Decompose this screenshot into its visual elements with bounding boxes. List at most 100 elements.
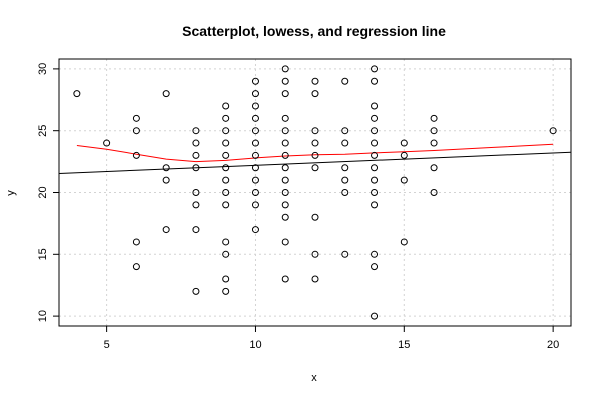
data-point bbox=[251, 102, 259, 110]
data-point bbox=[311, 151, 319, 159]
data-point bbox=[192, 139, 200, 147]
data-point bbox=[222, 287, 230, 295]
data-point bbox=[400, 139, 408, 147]
data-point bbox=[281, 114, 289, 122]
x-axis: 5 10 15 20 bbox=[104, 326, 559, 351]
data-point bbox=[311, 139, 319, 147]
data-point bbox=[371, 127, 379, 135]
data-point bbox=[251, 139, 259, 147]
data-point bbox=[103, 139, 111, 147]
data-point bbox=[281, 176, 289, 184]
data-point bbox=[192, 151, 200, 159]
data-point bbox=[371, 65, 379, 73]
data-point bbox=[371, 263, 379, 271]
lowess-line-path bbox=[76, 143, 554, 163]
data-point bbox=[371, 164, 379, 172]
data-point bbox=[371, 102, 379, 110]
data-point bbox=[222, 164, 230, 172]
data-point bbox=[341, 176, 349, 184]
data-point bbox=[281, 139, 289, 147]
scatter-points bbox=[73, 65, 557, 320]
data-point bbox=[371, 77, 379, 85]
data-point bbox=[132, 238, 140, 246]
data-point bbox=[162, 90, 170, 98]
x-axis-label: x bbox=[311, 372, 317, 384]
y-tick-label: 10 bbox=[37, 310, 49, 322]
data-point bbox=[430, 164, 438, 172]
data-point bbox=[371, 312, 379, 320]
data-point bbox=[162, 164, 170, 172]
data-point bbox=[222, 250, 230, 258]
data-point bbox=[400, 238, 408, 246]
lowess-line bbox=[76, 143, 554, 163]
data-point bbox=[341, 127, 349, 135]
data-point bbox=[341, 250, 349, 258]
data-point bbox=[311, 250, 319, 258]
data-point bbox=[371, 189, 379, 196]
x-tick-label: 20 bbox=[547, 339, 559, 351]
data-point bbox=[281, 90, 289, 98]
grid bbox=[59, 59, 571, 326]
data-point bbox=[549, 127, 557, 135]
x-tick-label: 5 bbox=[104, 339, 110, 351]
data-point bbox=[192, 164, 200, 172]
data-point bbox=[192, 287, 200, 295]
data-point bbox=[222, 275, 230, 283]
x-tick-label: 10 bbox=[249, 339, 261, 351]
y-axis-label: y bbox=[5, 190, 17, 196]
data-point bbox=[251, 151, 259, 159]
y-tick-label: 30 bbox=[37, 63, 49, 75]
data-point bbox=[281, 77, 289, 85]
data-point bbox=[192, 201, 200, 209]
data-point bbox=[371, 250, 379, 258]
data-point bbox=[222, 201, 230, 209]
data-point bbox=[311, 127, 319, 135]
data-point bbox=[311, 275, 319, 283]
data-point bbox=[400, 151, 408, 159]
data-point bbox=[251, 114, 259, 122]
data-point bbox=[251, 164, 259, 172]
x-tick-label: 15 bbox=[398, 339, 410, 351]
data-point bbox=[222, 139, 230, 147]
data-point bbox=[430, 114, 438, 122]
data-point bbox=[281, 189, 289, 196]
data-point bbox=[371, 176, 379, 184]
data-point bbox=[430, 127, 438, 135]
data-point bbox=[222, 114, 230, 122]
data-point bbox=[132, 151, 140, 159]
y-tick-label: 20 bbox=[37, 186, 49, 198]
data-point bbox=[251, 77, 259, 85]
data-point bbox=[132, 127, 140, 135]
data-point bbox=[281, 201, 289, 209]
data-point bbox=[192, 226, 200, 234]
data-point bbox=[371, 201, 379, 209]
data-point bbox=[430, 139, 438, 147]
data-point bbox=[341, 164, 349, 172]
data-point bbox=[251, 127, 259, 135]
data-point bbox=[222, 151, 230, 159]
data-point bbox=[132, 114, 140, 122]
chart-title: Scatterplot, lowess, and regression line bbox=[182, 23, 446, 39]
data-point bbox=[311, 164, 319, 172]
data-point bbox=[400, 176, 408, 184]
data-point bbox=[251, 201, 259, 209]
data-point bbox=[162, 176, 170, 184]
y-axis: 10 15 20 25 30 bbox=[37, 63, 59, 322]
data-point bbox=[341, 189, 349, 196]
data-point bbox=[132, 263, 140, 271]
data-point bbox=[341, 77, 349, 85]
data-point bbox=[251, 176, 259, 184]
data-point bbox=[251, 226, 259, 234]
data-point bbox=[281, 213, 289, 221]
data-point bbox=[222, 176, 230, 184]
data-point bbox=[281, 127, 289, 135]
data-point bbox=[371, 139, 379, 147]
data-point bbox=[341, 139, 349, 147]
data-point bbox=[222, 238, 230, 246]
data-point bbox=[311, 77, 319, 85]
data-point bbox=[281, 164, 289, 172]
data-point bbox=[430, 189, 438, 196]
data-point bbox=[311, 213, 319, 221]
regression-line bbox=[58, 151, 572, 174]
